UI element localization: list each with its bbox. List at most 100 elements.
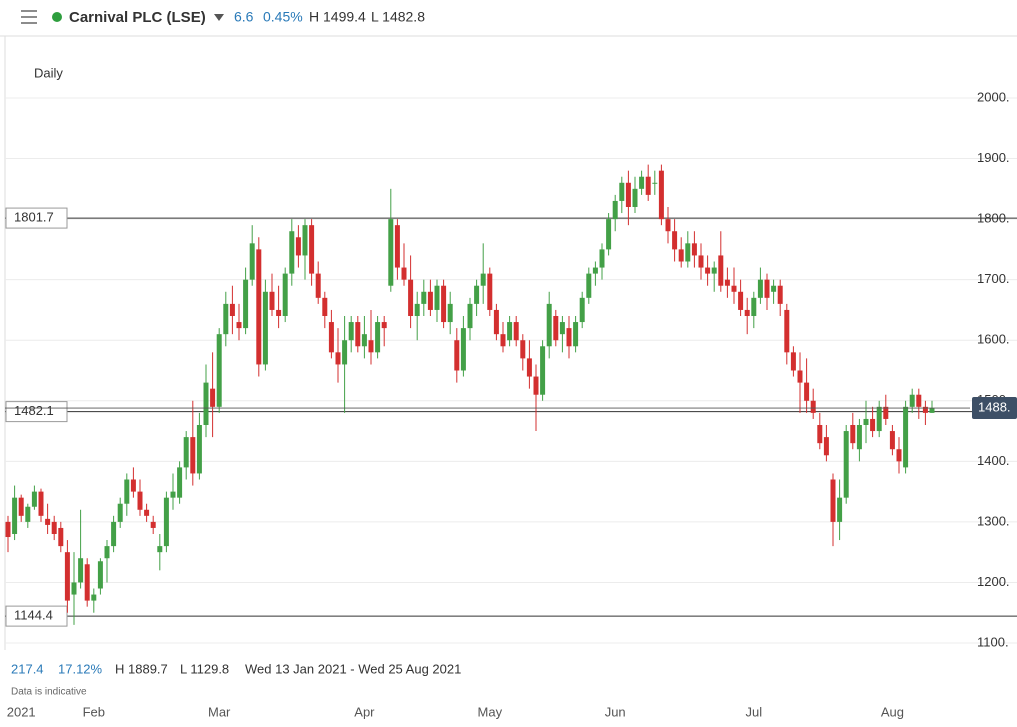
x-tick-label: Apr	[354, 704, 375, 719]
y-tick-label: 1300.	[977, 513, 1010, 528]
candle-body	[691, 243, 697, 256]
candle-body	[216, 334, 222, 407]
level-label: 1801.7	[14, 210, 54, 225]
footer-high: H 1889.7	[115, 661, 168, 676]
candle-body	[144, 509, 150, 516]
candle-body	[480, 273, 486, 286]
candle-body	[540, 346, 546, 395]
candle-body	[427, 291, 433, 310]
candle-body	[500, 334, 506, 347]
candle-body	[784, 309, 790, 353]
candle-body	[97, 561, 103, 589]
candle-body	[639, 176, 645, 189]
change: 6.6	[234, 9, 254, 25]
candle-body	[137, 491, 143, 510]
candle-body	[441, 285, 447, 323]
candle-body	[559, 322, 565, 335]
candle-body	[375, 322, 381, 353]
candle-body	[685, 243, 691, 262]
candle-body	[335, 352, 341, 365]
candle-body	[837, 497, 843, 522]
candle-body	[771, 285, 777, 292]
level-label-box	[5, 207, 68, 229]
x-tick-label: Feb	[83, 704, 105, 719]
candle-body	[493, 309, 499, 335]
y-tick-label: 1400.	[977, 453, 1010, 468]
status-dot	[52, 12, 62, 22]
candle-body	[645, 176, 651, 195]
candle-body	[487, 273, 493, 310]
candle-body	[183, 437, 189, 468]
candle-body	[256, 249, 262, 365]
x-tick-label: Aug	[881, 704, 904, 719]
candle-body	[724, 279, 730, 286]
candle-body	[889, 431, 895, 450]
candle-body	[84, 564, 90, 601]
candle-body	[229, 303, 235, 316]
candle-body	[276, 309, 282, 316]
candle-body	[163, 497, 169, 547]
y-tick-label: 1100.	[977, 634, 1009, 649]
x-tick-label: Mar	[208, 704, 231, 719]
candle-body	[460, 328, 466, 371]
candle-body	[553, 316, 559, 341]
symbol[interactable]: Carnival PLC (LSE)	[69, 9, 206, 26]
candle-body	[150, 521, 156, 528]
candle-body	[236, 322, 242, 329]
candle-body	[533, 376, 539, 395]
candle-body	[665, 219, 671, 232]
candle-body	[315, 273, 321, 298]
candle-body	[454, 340, 460, 371]
x-tick-label: Jul	[745, 704, 762, 719]
candle-body	[64, 552, 70, 601]
candle-body	[467, 303, 473, 329]
candle-body	[348, 322, 354, 341]
y-tick-label: 1600.	[977, 332, 1010, 347]
candle-body	[177, 467, 183, 498]
y-tick-label: 2000.	[977, 89, 1010, 104]
candle-body	[262, 291, 268, 365]
candle-body	[249, 243, 255, 280]
level-label: 1144.4	[14, 608, 53, 623]
candle-body	[658, 170, 664, 220]
candle-body	[243, 279, 249, 329]
dropdown-arrow[interactable]	[214, 14, 224, 21]
candle-body	[157, 546, 163, 553]
level-label-box	[5, 605, 68, 627]
y-tick-label: 1700.	[977, 271, 1010, 286]
candle-body	[434, 285, 440, 310]
level-label-box	[5, 401, 68, 423]
candle-body	[388, 219, 394, 286]
candle-body	[223, 303, 229, 335]
candle-body	[863, 418, 869, 425]
candle-body	[883, 406, 889, 419]
candle-body	[599, 249, 605, 268]
candle-body	[606, 219, 612, 250]
last-price-label: 1488.	[978, 399, 1011, 414]
footer-change: 217.4	[11, 661, 44, 676]
plot: 1100.1200.1300.1400.1500.1600.1700.1800.…	[5, 89, 1017, 719]
candle-body	[401, 267, 407, 280]
candle-body	[111, 521, 117, 547]
candle-body	[289, 231, 295, 274]
low: L 1482.8	[371, 9, 425, 25]
candle-body	[31, 491, 37, 507]
candle-body	[672, 231, 678, 250]
candle-body	[810, 400, 816, 413]
candle-body	[18, 497, 24, 516]
candle-body	[51, 521, 57, 534]
candle-body	[170, 491, 176, 498]
candle-body	[381, 322, 387, 329]
candle-body	[45, 518, 51, 525]
candle-body	[876, 406, 882, 432]
candle-body	[916, 394, 922, 407]
x-tick-label: 2021	[7, 704, 36, 719]
footer-range: Wed 13 Jan 2021 - Wed 25 Aug 2021	[245, 661, 461, 676]
candle-body	[124, 479, 130, 504]
candle-body	[210, 388, 216, 407]
candle-body	[705, 267, 711, 274]
level-label: 1482.1	[14, 403, 54, 418]
candle-body	[586, 273, 592, 298]
menu-icon[interactable]	[21, 10, 37, 24]
